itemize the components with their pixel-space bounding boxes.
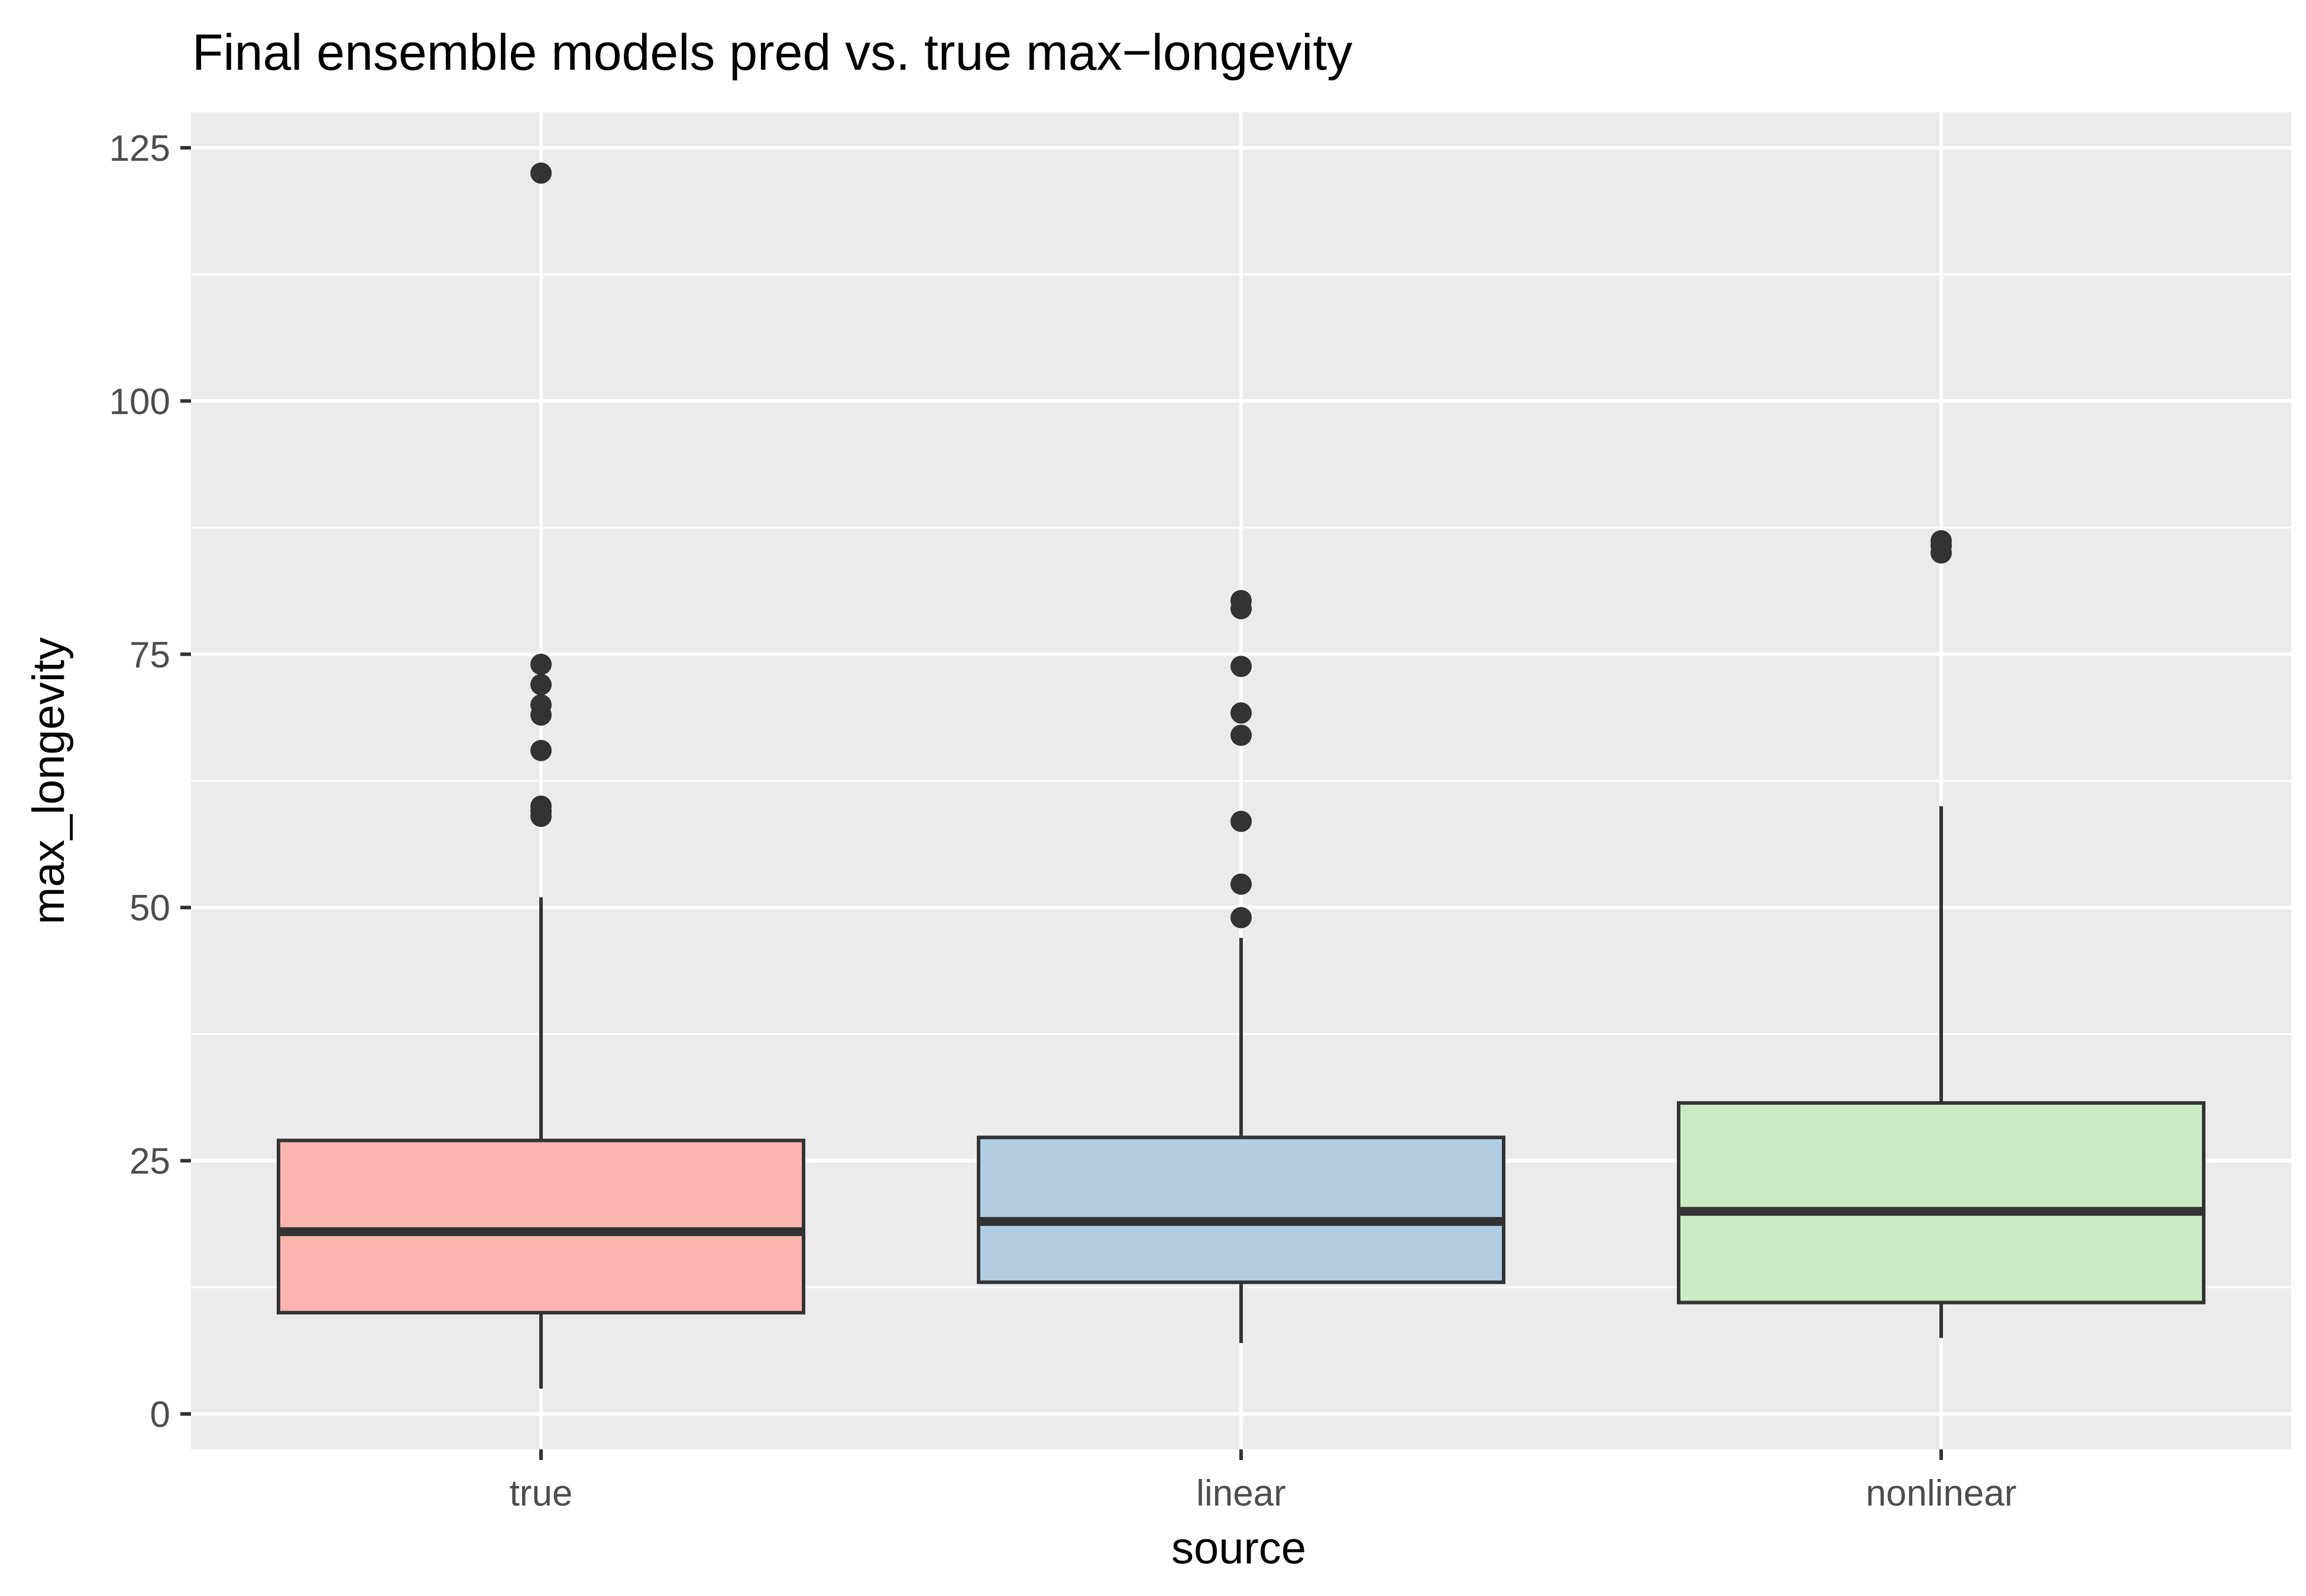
y-tick-label: 100 [109, 381, 170, 422]
y-axis-title: max_longevity [24, 637, 74, 924]
outlier-point [530, 739, 552, 761]
outlier-point [1230, 873, 1252, 895]
x-tick-label: true [510, 1473, 573, 1514]
y-tick-label: 0 [150, 1394, 170, 1435]
outlier-point [530, 162, 552, 184]
outlier-point [1230, 724, 1252, 746]
y-tick-label: 25 [129, 1141, 170, 1182]
outlier-point [1230, 702, 1252, 724]
box-true [277, 162, 805, 1389]
outlier-point [1230, 810, 1252, 832]
y-axis: 0 25 50 75 100 125 [109, 128, 191, 1435]
box-nonlinear [1677, 530, 2205, 1338]
outlier-point [1931, 542, 1952, 564]
outlier-point [1230, 907, 1252, 929]
box-iqr [277, 1138, 805, 1315]
box-linear [977, 589, 1505, 1344]
y-tick-label: 75 [129, 635, 170, 676]
x-axis: true linear nonlinear [510, 1449, 2017, 1514]
outlier-point [530, 704, 552, 726]
outlier-point [530, 805, 552, 827]
outlier-point [1230, 598, 1252, 619]
box-iqr [977, 1136, 1505, 1284]
y-tick-label: 125 [109, 128, 170, 169]
boxes-layer [277, 162, 2205, 1389]
outlier-point [1230, 656, 1252, 677]
box-iqr [1677, 1101, 2205, 1305]
outlier-point [530, 674, 552, 696]
chart-title: Final ensemble models pred vs. true max−… [192, 24, 1352, 81]
x-tick-label: nonlinear [1865, 1473, 2016, 1514]
x-tick-label: linear [1196, 1473, 1286, 1514]
x-axis-title: source [1171, 1523, 1306, 1574]
outlier-point [530, 653, 552, 675]
y-tick-label: 50 [129, 888, 170, 929]
